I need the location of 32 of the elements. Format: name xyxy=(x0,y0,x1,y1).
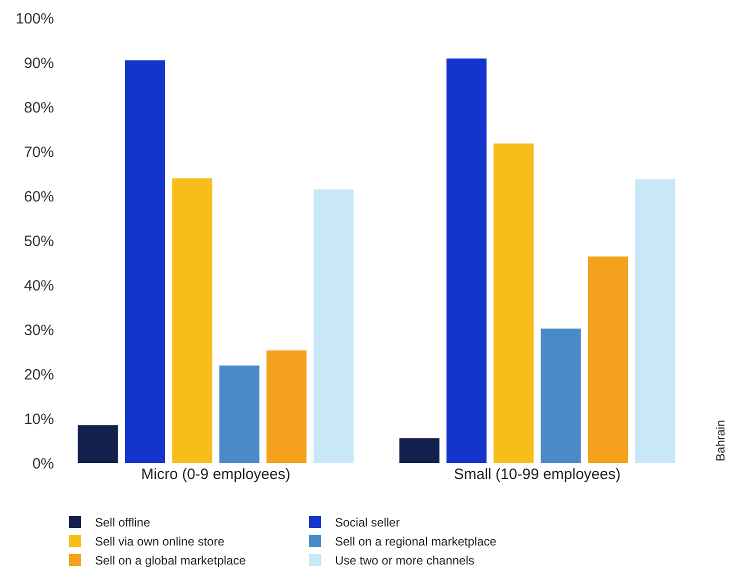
y-tick-label: 0% xyxy=(32,455,54,472)
y-tick-label: 10% xyxy=(24,410,54,428)
y-tick-label: 80% xyxy=(24,99,54,116)
bar xyxy=(172,178,212,463)
bar xyxy=(635,179,676,463)
y-tick-label: 20% xyxy=(24,366,54,384)
legend-label: Sell on a regional marketplace xyxy=(335,534,497,549)
legend-label: Use two or more channels xyxy=(335,554,474,568)
bar xyxy=(78,425,118,463)
y-tick-label: 70% xyxy=(24,144,54,161)
bar xyxy=(588,256,628,463)
bar xyxy=(219,366,260,463)
legend-label: Social seller xyxy=(335,516,400,530)
bar xyxy=(540,328,581,463)
bar xyxy=(124,60,166,463)
bar xyxy=(494,143,534,463)
y-tick-label: 30% xyxy=(24,322,54,339)
y-tick-label: 90% xyxy=(24,54,54,72)
legend-label: Sell via own online store xyxy=(95,534,225,549)
x-tick-label: Micro (0-9 employees) xyxy=(141,466,290,483)
bar xyxy=(446,58,487,463)
bar xyxy=(314,189,354,463)
bar xyxy=(266,350,307,463)
legend-label: Sell on a global marketplace xyxy=(95,554,246,568)
y-tick-label: 50% xyxy=(24,232,54,250)
legend-label: Sell offline xyxy=(95,516,150,530)
bar xyxy=(399,438,440,463)
y-tick-label: 60% xyxy=(24,188,54,206)
x-tick-label: Small (10-99 employees) xyxy=(454,466,621,483)
y-tick-label: 40% xyxy=(24,277,54,294)
y-tick-label: 100% xyxy=(16,10,54,28)
text: Bahrain xyxy=(713,420,728,462)
